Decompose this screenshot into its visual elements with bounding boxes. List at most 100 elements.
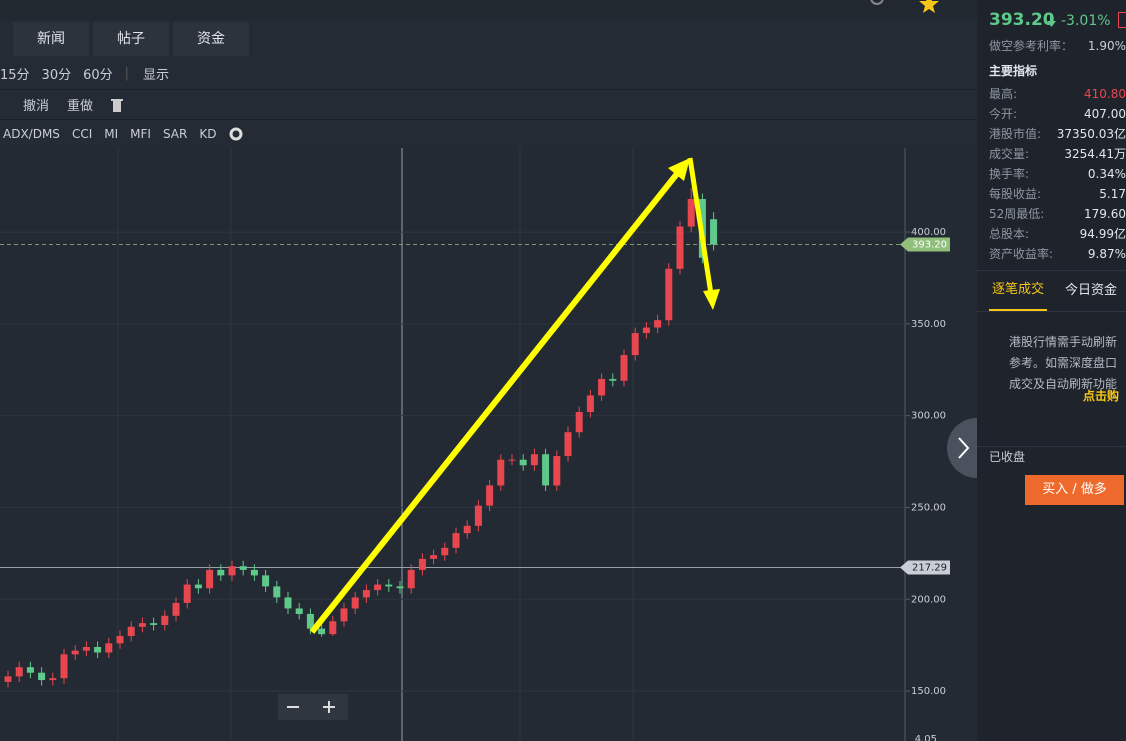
buy-button[interactable]: 买入 / 做多 — [1025, 475, 1124, 505]
candle-body — [217, 569, 225, 576]
y-tick-label: 350.00 — [911, 319, 946, 330]
notice: 港股行情需手动刷新 参考。如需深度盘口 成交及自动刷新功能 — [1009, 332, 1117, 395]
quote-panel: 393.20 -3.01% 做空参考利率： 1.90% 主要指标 最高: 410.8… — [977, 0, 1126, 741]
gear — [229, 127, 243, 141]
candle-body — [564, 432, 572, 457]
candle-body — [49, 678, 57, 681]
period[interactable]: 30分 — [41, 68, 72, 83]
candle-body — [26, 667, 34, 673]
candle-body — [239, 566, 247, 570]
display-menu[interactable]: 显示 — [143, 68, 170, 83]
period[interactable]: 60分 — [83, 68, 113, 83]
candle-body — [172, 602, 180, 616]
metric-row: 换手率: 0.34% — [977, 164, 1126, 184]
indicator[interactable]: SAR — [162, 127, 188, 141]
metric-label: 成交量: — [989, 147, 1030, 161]
candle-body — [318, 628, 326, 635]
candle-body — [127, 626, 135, 636]
tab[interactable]: 逐笔成交 — [989, 271, 1047, 311]
metric-value: 94.99亿 — [1079, 227, 1126, 241]
trash-icon[interactable] — [111, 98, 124, 112]
candle-body — [441, 547, 449, 556]
notice-link[interactable]: 点击购 — [1083, 389, 1120, 403]
candle-body — [150, 623, 158, 625]
tab[interactable]: 帖子 — [93, 22, 169, 56]
redo[interactable]: 重做 — [67, 99, 94, 114]
candle-body — [687, 199, 695, 227]
candle-body — [374, 584, 382, 591]
label: 做空参考利率： — [989, 39, 1074, 53]
candle-body — [452, 533, 460, 548]
metric-value: 9.87% — [1087, 247, 1126, 261]
y-tick-label: 400.00 — [911, 227, 946, 238]
refresh-icon[interactable] — [868, 0, 886, 10]
metric-label: 港股市值: — [989, 127, 1042, 141]
candle-body — [609, 378, 617, 381]
candle-body — [60, 654, 68, 679]
candle-body — [38, 672, 46, 681]
tab[interactable]: 资金 — [173, 22, 249, 56]
star-icon[interactable] — [918, 0, 940, 14]
chart: 150.00 200.00 250.00 300.00 350.00 400.00 393.… — [0, 148, 977, 741]
indicator-bar: ADX/DMS CCI MI MFI SAR KD — [0, 120, 977, 149]
status: 已收盘 — [989, 450, 1026, 464]
metric-row: 成交量: 3254.41万 — [977, 144, 1126, 164]
candle-body — [508, 459, 516, 461]
zoom-controls — [278, 694, 348, 720]
metrics: 最高: 410.80 今开: 407.00 港股市值: 37350.03亿 成交量: 3254… — [977, 84, 1126, 264]
candle-body — [340, 608, 348, 622]
metric-row: 资产收益率: 9.87% — [977, 244, 1126, 264]
separator: | — [124, 66, 130, 81]
top-bar — [0, 0, 977, 20]
badge — [1118, 12, 1126, 28]
indicator[interactable]: MI — [104, 127, 119, 141]
candle-body — [631, 333, 639, 356]
zoom-out[interactable] — [287, 706, 299, 708]
indicator[interactable]: ADX/DMS — [3, 127, 60, 141]
indicator[interactable]: KD — [199, 127, 217, 141]
candle-body — [284, 597, 292, 609]
metric-value: 407.00 — [1084, 107, 1126, 121]
indicator[interactable]: CCI — [71, 127, 93, 141]
candle-body — [642, 327, 650, 334]
period-bar: 15分 30分 60分 | 显示 — [0, 58, 977, 90]
indicator[interactable]: MFI — [130, 127, 151, 141]
candle-body — [262, 575, 270, 587]
collapse-button[interactable] — [946, 418, 977, 478]
candle-body — [474, 505, 482, 526]
candle-body — [71, 650, 79, 655]
candle-body — [250, 569, 258, 576]
candle-body — [575, 411, 583, 433]
y-tick-label: 150.00 — [911, 686, 946, 697]
settings-icon[interactable] — [228, 126, 244, 142]
volume-label: 4.05 — [915, 734, 937, 741]
metric-value: 3254.41万 — [1064, 147, 1126, 161]
metric-label: 今开: — [989, 107, 1018, 121]
candle-body — [206, 569, 214, 589]
candle-body — [273, 586, 281, 598]
annotation-arrows — [309, 157, 720, 634]
candle-body — [105, 643, 113, 653]
candle-body — [228, 566, 236, 576]
tab[interactable]: 新闻 — [13, 22, 89, 56]
metric-label: 每股收益: — [989, 187, 1042, 201]
crosshair-tag — [900, 560, 950, 575]
metric-value: 37350.03亿 — [1056, 127, 1126, 141]
period[interactable]: 15分 — [0, 68, 30, 83]
candle-body — [598, 378, 606, 396]
metric-row: 52周最低: 179.60 — [977, 204, 1126, 224]
candle-body — [542, 454, 550, 486]
zoom-in[interactable] — [328, 701, 330, 713]
tab[interactable]: 今日资金 — [1065, 283, 1118, 298]
candle-body — [351, 597, 359, 609]
candle-body — [710, 219, 718, 245]
candle-body — [329, 621, 337, 635]
metric-value: 179.60 — [1084, 207, 1126, 221]
candle-body — [362, 590, 370, 598]
metric-row: 总股本: 94.99亿 — [977, 224, 1126, 244]
metric-label: 换手率: — [989, 167, 1030, 181]
undo[interactable]: 撤消 — [23, 99, 50, 114]
candle-body — [430, 555, 438, 559]
metric-row: 每股收益: 5.17 — [977, 184, 1126, 204]
candle-body — [407, 569, 415, 589]
